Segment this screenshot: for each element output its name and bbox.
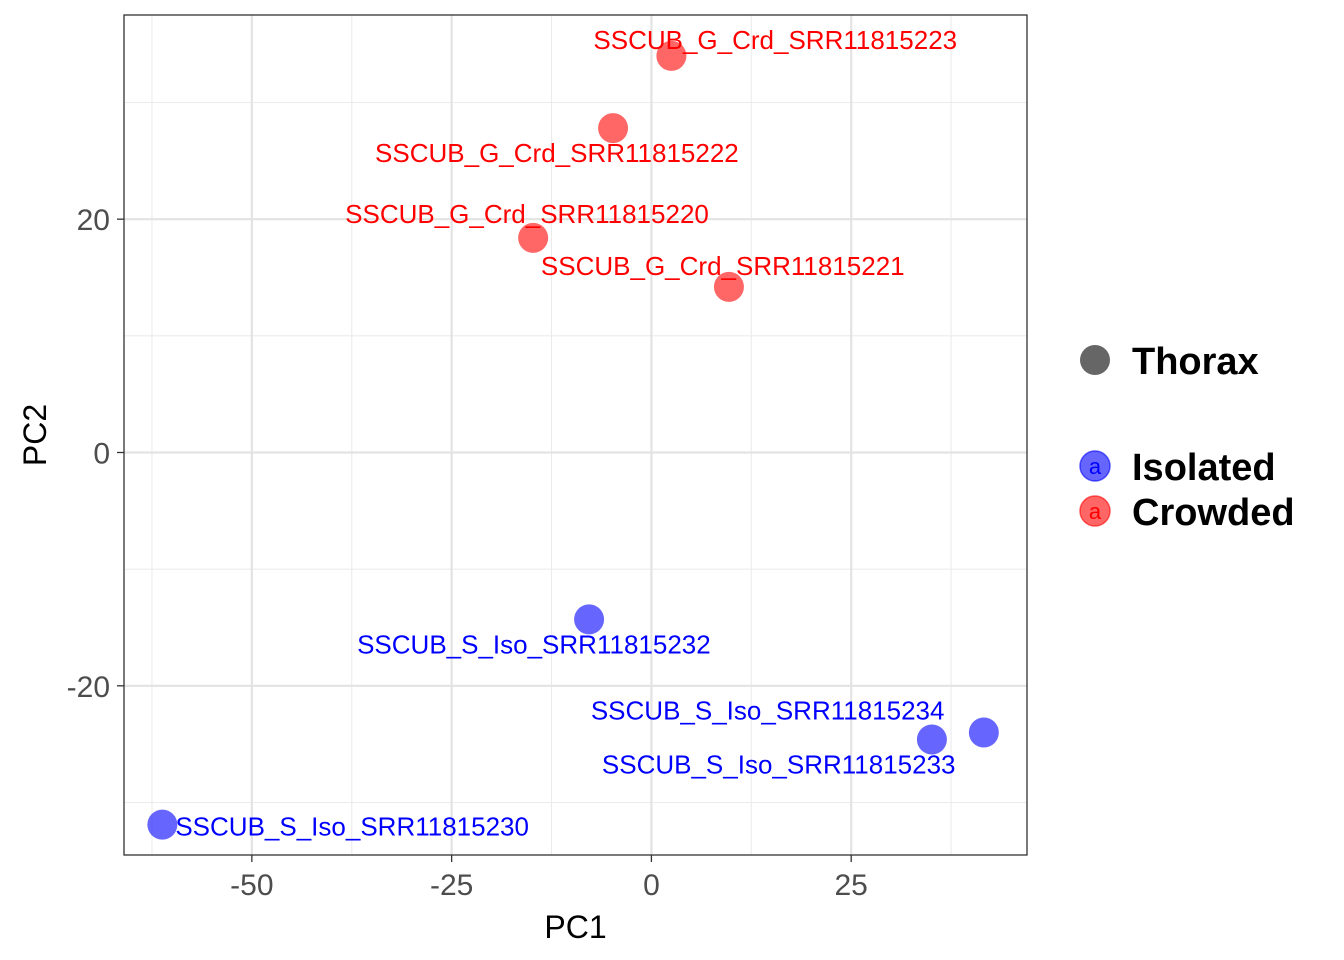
point-label: SSCUB_G_Crd_SRR11815220 [345, 199, 709, 229]
point-label: SSCUB_G_Crd_SRR11815222 [375, 138, 739, 168]
data-point [518, 222, 549, 253]
y-tick-label: 20 [77, 204, 110, 237]
y-axis: -20 0 20 [67, 204, 124, 704]
y-axis-title: PC2 [17, 404, 53, 466]
data-point [713, 271, 744, 302]
gridlines [124, 15, 1027, 855]
x-tick-label: 25 [835, 869, 868, 902]
legend-key-glyph: a [1089, 499, 1102, 524]
point-labels: SSCUB_G_Crd_SRR11815223 SSCUB_G_Crd_SRR11… [175, 25, 957, 842]
x-axis: -50 -25 0 25 [230, 855, 868, 902]
y-tick-label: -20 [67, 671, 110, 704]
x-tick-label: 0 [643, 869, 660, 902]
data-point [656, 40, 687, 71]
x-axis-title: PC1 [544, 909, 606, 945]
legend: Thorax a Isolated a Crowded [1079, 341, 1295, 534]
data-point [574, 604, 605, 635]
legend-key-circle [1080, 345, 1110, 375]
legend-label: Crowded [1132, 492, 1295, 534]
x-tick-label: -25 [430, 869, 473, 902]
legend-key-circle [1079, 450, 1111, 482]
x-tick-label: -50 [230, 869, 273, 902]
point-label: SSCUB_G_Crd_SRR11815223 [593, 25, 957, 55]
legend-key-circle [1079, 495, 1111, 527]
y-tick-label: 0 [93, 438, 110, 471]
point-label: SSCUB_G_Crd_SRR11815221 [541, 251, 905, 281]
data-points [147, 40, 999, 840]
data-point [916, 724, 947, 755]
point-label: SSCUB_S_Iso_SRR11815232 [357, 629, 711, 659]
legend-key-glyph: a [1089, 454, 1102, 479]
point-label: SSCUB_S_Iso_SRR11815233 [602, 750, 956, 780]
plot-panel-border [123, 14, 1028, 856]
point-label: SSCUB_S_Iso_SRR11815234 [591, 696, 945, 726]
legend-label: Thorax [1132, 341, 1259, 383]
data-point [147, 809, 178, 840]
point-label: SSCUB_S_Iso_SRR11815230 [175, 812, 529, 842]
data-point [598, 113, 629, 144]
legend-label: Isolated [1132, 447, 1276, 489]
data-point [968, 717, 999, 748]
